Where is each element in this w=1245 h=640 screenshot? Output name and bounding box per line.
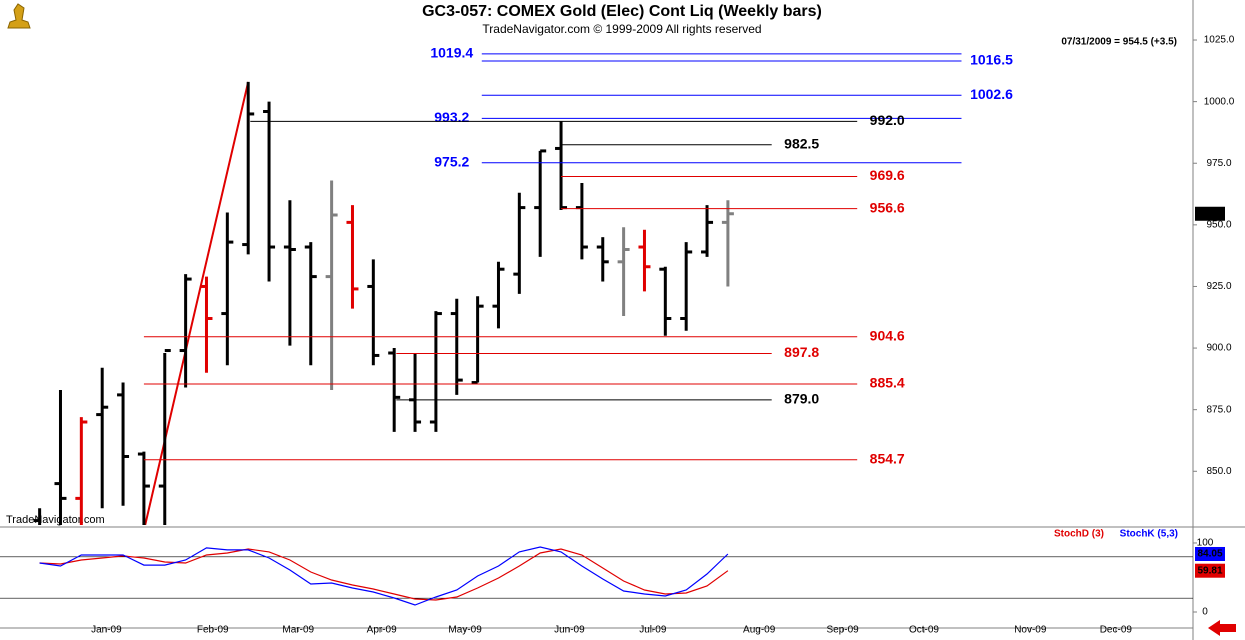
x-tick-label: Jan-09 <box>91 625 122 636</box>
y-tick-label: 975.0 <box>1206 158 1231 169</box>
level-label: 1016.5 <box>970 52 1013 68</box>
x-tick-label: May-09 <box>448 625 482 636</box>
x-tick-label: Feb-09 <box>197 625 229 636</box>
x-tick-label: Aug-09 <box>743 625 776 636</box>
level-label: 992.0 <box>870 112 905 128</box>
y-tick-label: 0 <box>1202 607 1208 618</box>
legend-label: StochK (5,3) <box>1120 529 1178 540</box>
legend-label: StochD (3) <box>1054 529 1104 540</box>
logo <box>7 3 31 29</box>
y-tick-label: 850.0 <box>1206 466 1231 477</box>
stoch-plot <box>0 546 1193 606</box>
level-label: 885.4 <box>870 375 905 391</box>
stoch-line <box>39 546 729 606</box>
level-label: 975.2 <box>434 153 469 169</box>
x-tick-label: Dec-09 <box>1100 625 1133 636</box>
price-plot <box>33 81 734 525</box>
chart-subtitle: TradeNavigator.com © 1999-2009 All right… <box>482 22 761 36</box>
level-label: 1002.6 <box>970 86 1013 102</box>
level-label: 879.0 <box>784 391 819 407</box>
y-tick-label: 100 <box>1197 538 1214 549</box>
y-tick-label: 925.0 <box>1206 281 1231 292</box>
y-tick-label: 1025.0 <box>1204 35 1235 46</box>
level-label: 1019.4 <box>430 45 473 61</box>
chart-title: GC3-057: COMEX Gold (Elec) Cont Liq (Wee… <box>422 3 822 20</box>
level-label: 982.5 <box>784 135 819 151</box>
x-tick-label: Jun-09 <box>554 625 585 636</box>
level-label: 897.8 <box>784 344 819 360</box>
y-tick-label: 1000.0 <box>1204 96 1235 107</box>
scroll-arrow[interactable] <box>1208 620 1236 636</box>
x-tick-label: Mar-09 <box>282 625 314 636</box>
level-label: 969.6 <box>870 167 905 183</box>
x-tick-label: Sep-09 <box>826 625 859 636</box>
value-tag <box>1195 206 1225 221</box>
y-tick-label: 900.0 <box>1206 343 1231 354</box>
y-tick-label: 950.0 <box>1206 219 1231 230</box>
value-tag <box>1195 563 1225 578</box>
watermark: TradeNavigator.com <box>6 514 105 526</box>
x-tick-label: Nov-09 <box>1014 625 1047 636</box>
x-tick-label: Oct-09 <box>909 625 939 636</box>
header-note: 07/31/2009 = 954.5 (+3.5) <box>1061 37 1177 48</box>
x-tick-label: Jul-09 <box>639 625 667 636</box>
value-tag <box>1195 546 1225 561</box>
level-label: 904.6 <box>870 327 905 343</box>
value-tag-label: 954.5 <box>1197 208 1222 219</box>
x-tick-label: Apr-09 <box>367 625 397 636</box>
level-label: 956.6 <box>870 199 905 215</box>
value-tag-label: 84.05 <box>1197 549 1222 560</box>
y-tick-label: 875.0 <box>1206 404 1231 415</box>
trendline <box>144 81 250 525</box>
value-tag-label: 59.81 <box>1197 565 1222 576</box>
level-label: 993.2 <box>434 109 469 125</box>
level-label: 854.7 <box>870 450 905 466</box>
stoch-line <box>39 548 729 601</box>
